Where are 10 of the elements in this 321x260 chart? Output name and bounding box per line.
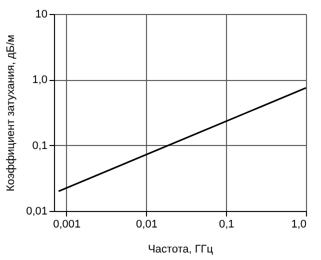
- x-tick-label: 1,0: [291, 218, 306, 230]
- x-tick-label: 0,01: [136, 218, 158, 230]
- x-tick-label: 0,001: [53, 218, 81, 230]
- x-tick-label: 0,1: [218, 218, 234, 230]
- y-axis-title: Коэффициент затухания, дБ/м: [5, 34, 18, 192]
- y-tick-label: 1,0: [32, 74, 48, 86]
- x-axis-title: Частота, ГГц: [148, 244, 214, 256]
- y-tick-label: 0,1: [32, 140, 48, 152]
- y-tick-label: 10: [35, 8, 48, 20]
- y-tick-label: 0,01: [26, 206, 48, 218]
